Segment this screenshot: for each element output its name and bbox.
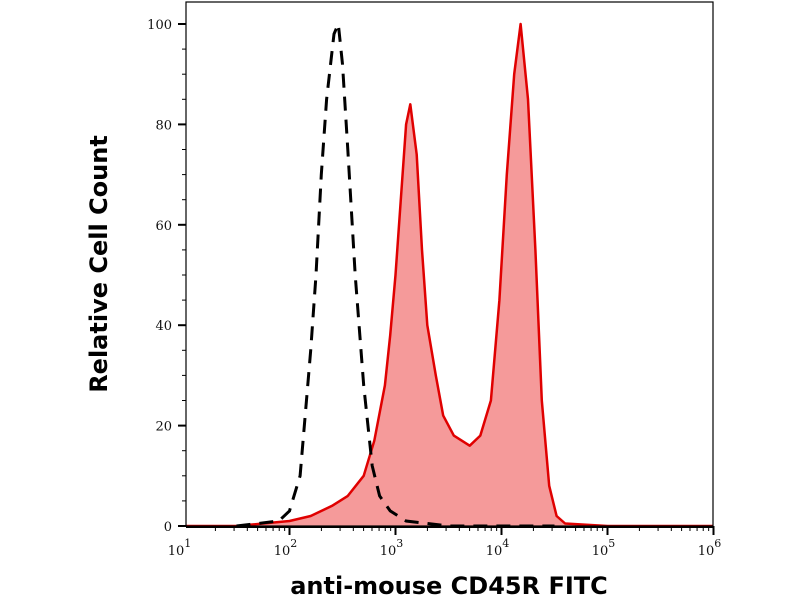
x-tick-base: 10: [274, 544, 291, 559]
y-tick-label: 60: [155, 219, 172, 234]
x-tick-exponent: 5: [608, 537, 615, 550]
x-tick-label: 106: [698, 537, 722, 559]
x-tick-exponent: 6: [714, 537, 721, 550]
y-tick-label: 40: [155, 319, 172, 334]
y-tick-label: 20: [155, 420, 172, 435]
x-tick-label: 105: [592, 537, 616, 559]
x-tick-base: 10: [698, 544, 715, 559]
x-tick-base: 10: [592, 544, 609, 559]
x-tick-base: 10: [380, 544, 397, 559]
series-line-0: [186, 22, 714, 528]
x-tick-exponent: 1: [184, 537, 191, 550]
y-axis-title: Relative Cell Count: [85, 135, 113, 393]
x-axis-title: anti-mouse CD45R FITC: [290, 572, 608, 600]
series-fill-0: [186, 24, 714, 526]
x-tick-label: 103: [380, 537, 404, 559]
y-axis: 0 20 40 60 80 100: [147, 18, 186, 535]
x-tick-base: 10: [486, 544, 503, 559]
x-tick-exponent: 3: [396, 537, 403, 550]
y-tick-label: 0: [164, 520, 172, 535]
x-tick-base: 10: [168, 544, 185, 559]
plot-area: [186, 18, 714, 528]
x-tick-label: 104: [486, 537, 510, 559]
series-line-1: [236, 18, 555, 528]
y-tick-label: 100: [147, 18, 172, 33]
x-tick-label: 101: [168, 537, 192, 559]
x-tick-exponent: 2: [290, 537, 297, 550]
x-tick-label: 102: [274, 537, 298, 559]
y-tick-label: 80: [155, 118, 172, 133]
x-tick-exponent: 4: [502, 537, 509, 550]
